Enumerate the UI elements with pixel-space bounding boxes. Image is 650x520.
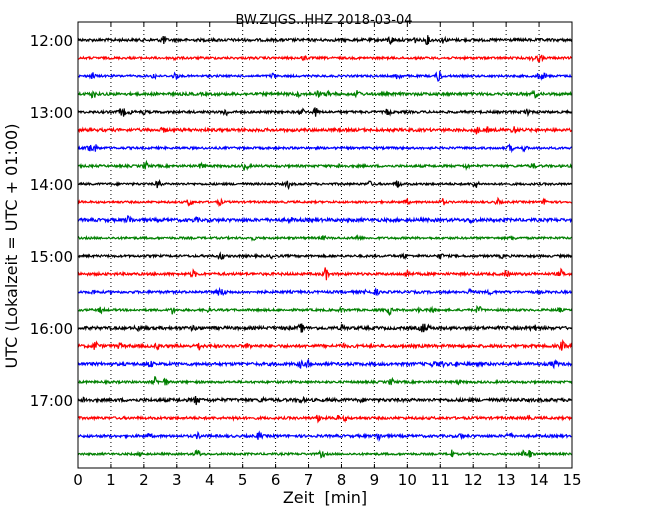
x-tick-label: 15 (562, 471, 581, 489)
trace-line (77, 143, 573, 154)
y-tick-label: 12:00 (30, 32, 73, 50)
trace-line (77, 159, 573, 171)
x-tick-label: 5 (238, 471, 248, 489)
trace-line (77, 338, 573, 351)
x-axis-label: Zeit [min] (283, 488, 367, 507)
trace-line (77, 215, 573, 225)
y-axis: 12:00 13:00 14:00 15:00 16:00 17:00 (30, 32, 572, 410)
y-axis-label: UTC (Lokalzeit = UTC + 01:00) (2, 124, 21, 369)
x-tick-label: 14 (530, 471, 549, 489)
x-tick-label: 7 (304, 471, 314, 489)
x-tick-label: 0 (73, 471, 83, 489)
trace-line (77, 71, 572, 82)
trace-line (77, 35, 573, 46)
traces-group (77, 35, 573, 459)
y-tick-label: 14:00 (30, 176, 73, 194)
trace-line (77, 196, 572, 208)
y-tick-label: 13:00 (30, 104, 73, 122)
x-tick-label: 4 (205, 471, 215, 489)
y-tick-label: 17:00 (30, 392, 73, 410)
y-tick-label: 16:00 (30, 320, 73, 338)
x-tick-label: 11 (431, 471, 450, 489)
trace-line (77, 267, 573, 281)
trace-line (77, 414, 573, 424)
trace-line (77, 178, 573, 191)
x-tick-label: 3 (172, 471, 182, 489)
trace-line (77, 126, 573, 135)
trace-line (77, 107, 573, 118)
y-tick-label: 15:00 (30, 248, 73, 266)
trace-line (77, 376, 573, 386)
trace-line (77, 233, 573, 242)
trace-line (77, 304, 573, 317)
x-tick-label: 6 (271, 471, 281, 489)
x-tick-label: 2 (139, 471, 149, 489)
x-tick-label: 1 (106, 471, 116, 489)
trace-line (77, 251, 573, 261)
trace-line (77, 54, 572, 63)
x-tick-label: 12 (464, 471, 483, 489)
x-tick-label: 13 (497, 471, 516, 489)
x-tick-label: 9 (370, 471, 380, 489)
trace-line (77, 430, 572, 443)
trace-line (77, 322, 573, 333)
plot-frame (77, 21, 573, 469)
chart-title: BW.ZUGS..HHZ 2018-03-04 (235, 13, 412, 28)
trace-line (77, 89, 573, 99)
x-tick-label: 8 (337, 471, 347, 489)
trace-line (77, 286, 573, 297)
x-tick-label: 10 (398, 471, 417, 489)
trace-line (77, 448, 573, 459)
x-axis: 0 1 2 3 4 5 6 7 8 9 10 11 12 13 14 15 (73, 22, 582, 489)
trace-line (77, 395, 572, 406)
trace-line (77, 358, 573, 370)
